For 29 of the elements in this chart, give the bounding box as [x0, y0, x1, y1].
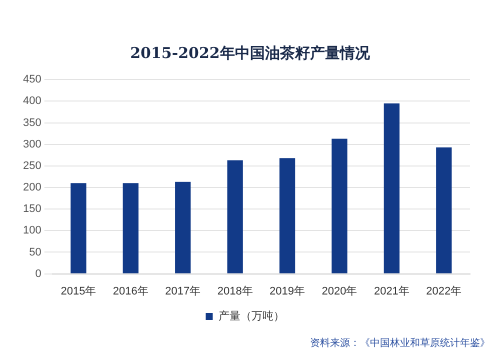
y-tick-label: 200 — [22, 182, 42, 194]
x-tick-label: 2015年 — [60, 285, 96, 298]
x-tick-label: 2016年 — [112, 285, 148, 298]
x-tick-label: 2019年 — [270, 285, 306, 298]
y-tick-label: 450 — [22, 74, 42, 86]
y-tick-label: 400 — [22, 95, 42, 108]
y-tick-label: 0 — [35, 268, 42, 280]
x-tick-label: 2020年 — [322, 285, 358, 298]
bar — [227, 160, 243, 274]
y-tick-label: 150 — [22, 203, 42, 216]
bar — [279, 158, 296, 274]
y-tick-label: 100 — [22, 224, 42, 237]
x-tick-label: 2021年 — [374, 285, 410, 298]
x-tick-label: 2022年 — [426, 285, 462, 298]
legend-label: 产量（万吨） — [218, 310, 284, 323]
y-tick-label: 50 — [29, 246, 42, 258]
bar — [332, 138, 348, 274]
chart-title: 2015-2022年中国油茶籽产量情况 — [129, 44, 371, 63]
bar — [384, 103, 400, 274]
bar — [436, 147, 452, 274]
y-tick-label: 350 — [22, 116, 42, 129]
x-tick-label: 2017年 — [165, 285, 201, 298]
y-tick-label: 250 — [22, 160, 42, 172]
y-tick-label: 300 — [22, 138, 42, 150]
bar — [122, 183, 138, 274]
x-tick-label: 2018年 — [217, 285, 253, 298]
text: 资料来源：《中国林业和草原统计年鉴》 — [310, 336, 490, 350]
bar — [70, 183, 86, 274]
bar — [175, 182, 191, 274]
